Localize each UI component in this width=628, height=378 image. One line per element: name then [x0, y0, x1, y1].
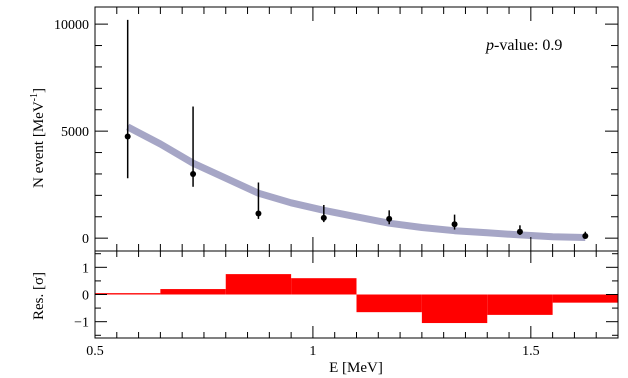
residual-bar: [552, 294, 618, 303]
data-points-group: [124, 19, 589, 240]
residual-bar: [421, 294, 488, 324]
data-point: [451, 221, 458, 228]
residual-y-tick-label: 1: [82, 261, 89, 276]
data-point: [255, 210, 262, 217]
residual-bar: [291, 278, 357, 295]
residual-y-tick-label: −1: [74, 316, 89, 331]
main-y-tick-label: 10000: [54, 18, 89, 33]
x-tick-label: 1: [309, 344, 316, 359]
x-tick-label: 0.5: [86, 344, 104, 359]
residual-axis-ticks: −1 0 1 0.5 1 1.5: [74, 251, 619, 359]
data-point: [386, 215, 393, 222]
data-point: [124, 133, 131, 140]
data-point: [320, 214, 327, 221]
main-y-axis-title: N event [MeV-1]: [29, 88, 47, 188]
main-axis-ticks: 0 5000 10000: [54, 7, 619, 251]
fit-curve: [126, 123, 586, 241]
residual-panel: −1 0 1 0.5 1 1.5 Res. [σ] E [MeV]: [31, 250, 619, 376]
residual-bar: [356, 294, 422, 313]
x-axis-title: E [MeV]: [329, 360, 383, 376]
main-panel: 0 5000 10000 p-value: 0.9 N event [MeV-1]: [29, 6, 619, 252]
data-point: [516, 228, 523, 235]
x-tick-label: 1.5: [522, 344, 540, 359]
p-value-annotation: p-value: 0.9: [485, 37, 562, 54]
residual-bar: [95, 293, 161, 295]
residual-bar: [487, 294, 553, 315]
residual-y-axis-title: Res. [σ]: [31, 272, 47, 320]
residual-bar: [160, 289, 226, 295]
data-point: [582, 233, 589, 240]
fit-curve-group: [126, 123, 586, 241]
main-y-tick-label: 5000: [61, 125, 89, 140]
residual-bars-group: [95, 274, 618, 324]
residual-bar: [225, 274, 292, 295]
main-y-tick-label: 0: [82, 232, 89, 247]
data-point: [190, 170, 197, 177]
residual-y-tick-label: 0: [82, 289, 89, 304]
